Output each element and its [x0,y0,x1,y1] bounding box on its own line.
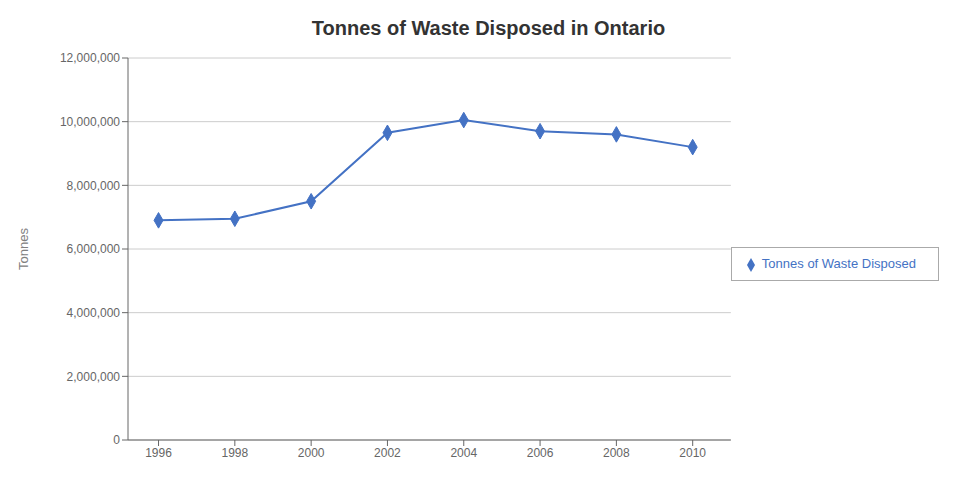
html-text:Tonnes of Waste Disposed: Tonnes of Waste Disposed [761,256,916,272]
svg-text:0: 0 [113,433,120,447]
svg-text:1996: 1996 [145,446,172,460]
svg-text:1998: 1998 [221,446,248,460]
svg-text:2004: 2004 [450,446,477,460]
html-text:Tonnes of Waste Disposed in On: Tonnes of Waste Disposed in Ontario [311,17,666,39]
svg-text:2010: 2010 [679,446,706,460]
svg-text:2000: 2000 [298,446,325,460]
svg-text:6,000,000: 6,000,000 [67,242,121,256]
svg-text:2002: 2002 [374,446,401,460]
svg-text:2006: 2006 [527,446,554,460]
svg-text:2008: 2008 [603,446,630,460]
svg-text:4,000,000: 4,000,000 [67,306,121,320]
svg-text:Tonnes: Tonnes [16,228,31,270]
svg-text:12,000,000: 12,000,000 [60,51,120,65]
svg-text:8,000,000: 8,000,000 [67,179,121,193]
svg-text:2,000,000: 2,000,000 [67,370,121,384]
svg-text:10,000,000: 10,000,000 [60,115,120,129]
